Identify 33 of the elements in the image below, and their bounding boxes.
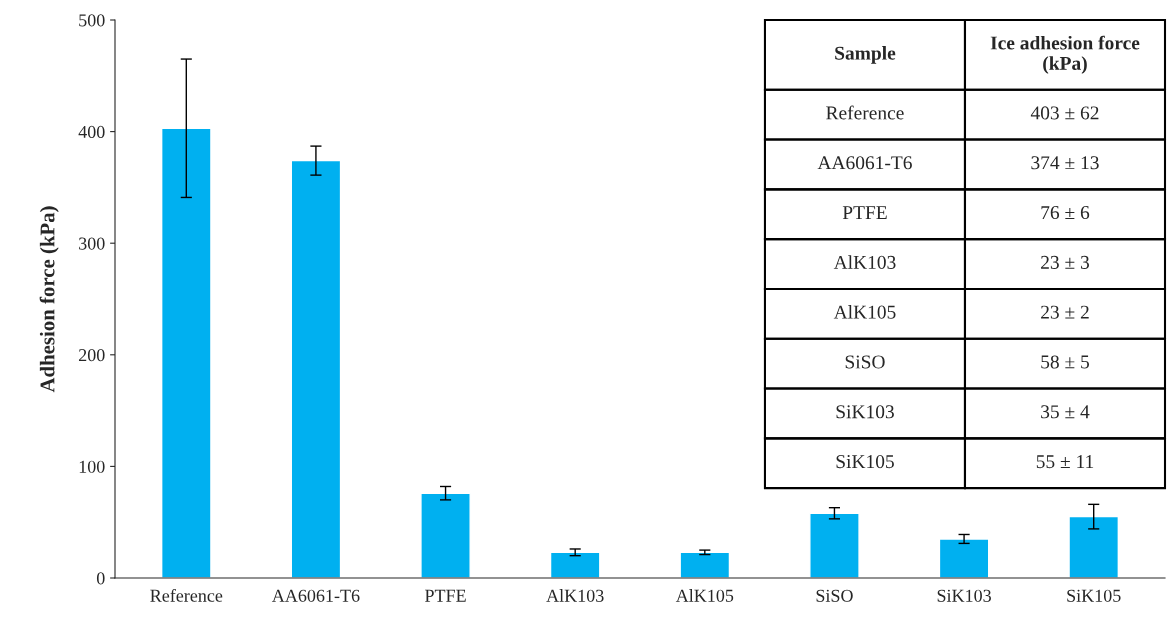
category-label: SiK105 <box>836 455 894 469</box>
category-label: AlK105 <box>833 305 896 319</box>
y-tick-label: 400 <box>78 125 105 139</box>
annotation: 55 ± 11 <box>1036 455 1094 469</box>
annotation: 35 ± 4 <box>1041 405 1090 419</box>
category-label: SiSO <box>845 355 885 369</box>
x-tick-label: AlK105 <box>675 589 734 602</box>
annotation: 23 ± 2 <box>1041 305 1089 319</box>
x-tick-label: Reference <box>150 588 223 602</box>
x-tick-label: PTFE <box>425 589 466 602</box>
y-tick-label: 0 <box>96 572 105 585</box>
category-label: AA6061-T6 <box>817 156 912 170</box>
annotation: 23 ± 3 <box>1041 255 1090 269</box>
category-label: SiK103 <box>836 405 894 419</box>
y-axis-title: Adhesion force (kPa) <box>39 206 59 393</box>
x-tick-label: SiK103 <box>937 589 991 602</box>
x-tick-label: SiSO <box>816 589 853 602</box>
x-tick-label: AlK103 <box>546 589 604 602</box>
annotation: Sample <box>835 46 896 64</box>
x-tick-label: SiK105 <box>1067 589 1121 602</box>
annotation: 76 ± 6 <box>1041 206 1090 220</box>
y-tick-label: 100 <box>79 460 105 473</box>
category-label: Reference <box>826 105 904 120</box>
x-tick-label: AA6061-T6 <box>271 589 360 602</box>
y-tick-label: 200 <box>78 349 105 362</box>
y-tick-label: 300 <box>79 237 105 250</box>
category-label: PTFE <box>842 206 887 219</box>
annotation: 58 ± 5 <box>1041 355 1090 369</box>
y-tick-label: 500 <box>79 14 105 27</box>
category-label: AlK103 <box>833 255 896 269</box>
annotation: 403 ± 62 <box>1030 106 1099 120</box>
annotation: Ice adhesion force (kPa) <box>990 35 1140 74</box>
annotation: 374 ± 13 <box>1031 156 1099 170</box>
